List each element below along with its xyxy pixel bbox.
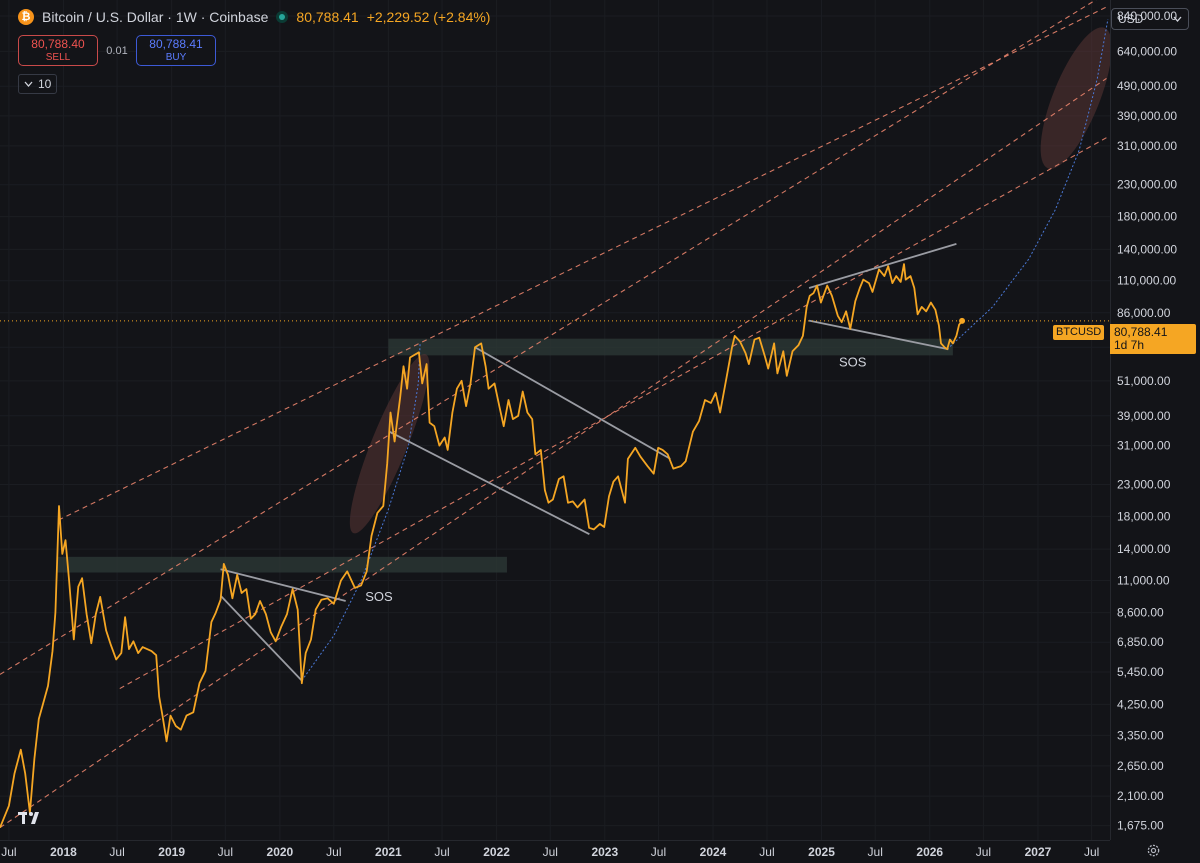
- price-tick-label: 86,000.00: [1117, 306, 1171, 320]
- time-tick-label: Jul: [651, 845, 666, 859]
- price-tick-label: 23,000.00: [1117, 478, 1171, 492]
- price-tick-label: 14,000.00: [1117, 542, 1171, 556]
- time-tick-label: 2020: [267, 845, 294, 859]
- buy-label: BUY: [165, 51, 187, 63]
- trend-line: [474, 346, 671, 460]
- chevron-down-icon: [24, 81, 33, 87]
- price-tick-label: 490,000.00: [1117, 79, 1177, 93]
- time-tick-label: Jul: [976, 845, 991, 859]
- time-tick-label: 2026: [916, 845, 943, 859]
- price-axis-labels: 1,675.00 2,100.00 2,650.00 3,350.00 4,250.00…: [1117, 9, 1177, 833]
- chart-plot-area[interactable]: SOS SOS: [0, 0, 1110, 840]
- sell-label: SELL: [45, 51, 71, 63]
- last-price-tag-value: 80,788.41: [1114, 325, 1168, 339]
- projection-arc: [946, 19, 1109, 350]
- price-tick-label: 18,000.00: [1117, 509, 1171, 523]
- projection-arc: [301, 343, 421, 681]
- time-tick-label: 2027: [1025, 845, 1052, 859]
- time-tick-label: Jul: [218, 845, 233, 859]
- buy-price: 80,788.41: [149, 36, 203, 51]
- symbol-title[interactable]: Bitcoin / U.S. Dollar · 1W · Coinbase: [42, 9, 269, 25]
- buy-button[interactable]: 80,788.41 BUY: [136, 35, 216, 66]
- target-ellipse: [349, 354, 430, 534]
- sell-button[interactable]: 80,788.40 SELL: [18, 35, 98, 66]
- time-tick-label: 2024: [700, 845, 727, 859]
- last-price-tag: 80,788.41 1d 7h: [1110, 324, 1196, 354]
- support-zone: [56, 556, 507, 573]
- price-tick-label: 110,000.00: [1117, 274, 1176, 288]
- spread-value: 0.01: [106, 44, 128, 57]
- price-tick-label: 310,000.00: [1117, 139, 1177, 153]
- price-tick-label: 2,650.00: [1117, 759, 1164, 773]
- last-price: 80,788.41: [296, 9, 359, 25]
- trend-line: [220, 568, 346, 602]
- currency-select[interactable]: USD: [1111, 8, 1189, 30]
- price-tick-label: 640,000.00: [1117, 44, 1177, 58]
- time-axis-labels: Jul 2018 Jul 2019 Jul 2020 Jul 2021 Jul 2022 Jul 20…: [1, 845, 1099, 859]
- time-tick-label: Jul: [868, 845, 883, 859]
- price-series-line: [0, 263, 963, 828]
- sos-annotation: SOS: [365, 589, 393, 604]
- price-tick-label: 11,000.00: [1117, 574, 1170, 588]
- time-tick-label: Jul: [1, 845, 16, 859]
- price-tick-label: 39,000.00: [1117, 409, 1171, 423]
- time-tick-label: Jul: [1084, 845, 1099, 859]
- price-tick-label: 4,250.00: [1117, 697, 1164, 711]
- price-change: +2,229.52 (+2.84%): [366, 9, 491, 25]
- sos-annotation: SOS: [839, 354, 867, 369]
- gear-icon[interactable]: [1146, 843, 1161, 863]
- currency-label: USD: [1118, 12, 1144, 26]
- time-tick-label: 2022: [483, 845, 510, 859]
- time-tick-label: Jul: [543, 845, 558, 859]
- chevron-down-icon: [1173, 16, 1182, 22]
- trend-line: [389, 430, 590, 536]
- price-tick-label: 180,000.00: [1117, 210, 1177, 224]
- indicators-toggle[interactable]: 10: [18, 74, 58, 94]
- indicators-count: 10: [38, 77, 52, 91]
- price-chart[interactable]: SOS SOS: [0, 0, 1110, 840]
- channel-line: [58, 6, 1107, 521]
- price-tick-label: 8,600.00: [1117, 606, 1164, 620]
- support-zone: [388, 338, 953, 356]
- tradingview-logo-icon[interactable]: [18, 808, 48, 831]
- time-tick-label: Jul: [326, 845, 341, 859]
- trade-panel: 80,788.40 SELL 0.01 80,788.41 BUY: [18, 35, 216, 66]
- time-tick-label: 2023: [591, 845, 618, 859]
- bitcoin-icon: ₿: [18, 9, 34, 25]
- time-tick-label: 2021: [375, 845, 402, 859]
- time-axis[interactable]: Jul 2018 Jul 2019 Jul 2020 Jul 2021 Jul 2022 Jul 20…: [0, 840, 1110, 862]
- price-tick-label: 1,675.00: [1117, 819, 1164, 833]
- time-tick-label: Jul: [434, 845, 449, 859]
- price-tick-label: 5,450.00: [1117, 665, 1164, 679]
- price-axis[interactable]: 1,675.00 2,100.00 2,650.00 3,350.00 4,250.00…: [1110, 0, 1200, 840]
- channel-line: [0, 78, 1107, 829]
- channel-line: [0, 0, 1097, 675]
- price-tick-label: 51,000.00: [1117, 374, 1171, 388]
- time-tick-label: 2018: [50, 845, 77, 859]
- price-tick-label: 230,000.00: [1117, 178, 1177, 192]
- target-ellipse: [1040, 27, 1110, 169]
- bar-countdown: 1d 7h: [1114, 338, 1145, 352]
- price-tick-label: 3,350.00: [1117, 728, 1164, 742]
- trend-line: [808, 243, 957, 289]
- time-tick-label: 2025: [808, 845, 835, 859]
- chart-header: ₿ Bitcoin / U.S. Dollar · 1W · Coinbase …: [18, 9, 490, 25]
- price-tick-label: 390,000.00: [1117, 109, 1177, 123]
- sell-price: 80,788.40: [31, 36, 85, 51]
- price-tick-label: 31,000.00: [1117, 439, 1171, 453]
- time-tick-label: Jul: [759, 845, 774, 859]
- price-tick-label: 2,100.00: [1117, 789, 1164, 803]
- last-price-point: [959, 317, 966, 324]
- price-tick-label: 840,000.00: [1117, 9, 1177, 23]
- price-tick-label: 140,000.00: [1117, 242, 1177, 256]
- price-tick-label: 6,850.00: [1117, 635, 1164, 649]
- trend-line: [219, 594, 303, 682]
- time-tick-label: 2019: [158, 845, 185, 859]
- trend-line: [808, 319, 949, 351]
- time-tick-label: Jul: [109, 845, 124, 859]
- market-open-icon: [276, 11, 289, 23]
- symbol-price-tag: BTCUSD: [1053, 325, 1105, 340]
